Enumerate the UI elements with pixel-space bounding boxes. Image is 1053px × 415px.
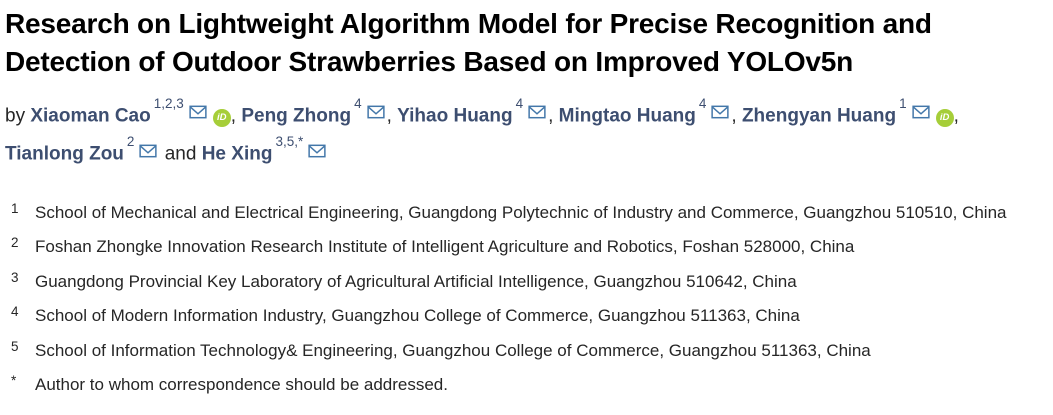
- orcid-icon[interactable]: iD: [212, 109, 231, 128]
- author-name[interactable]: Zhengyan Huang: [741, 105, 897, 127]
- author-affiliation-superscript: 3,5,*: [275, 134, 304, 150]
- email-envelope-icon[interactable]: [366, 105, 385, 119]
- email-envelope-icon[interactable]: [911, 105, 930, 119]
- affiliation-row: 5 School of Information Technology& Engin…: [5, 334, 1045, 369]
- author-name[interactable]: Tianlong Zou: [5, 143, 124, 165]
- author-name[interactable]: Peng Zhong: [241, 105, 352, 127]
- author-affiliation-superscript: 4: [354, 96, 362, 111]
- affiliation-row: 3 Guangdong Provincial Key Laboratory of …: [5, 265, 1045, 300]
- affiliation-list: 1 School of Mechanical and Electrical Eng…: [5, 196, 1045, 403]
- affiliation-row: * Author to whom correspondence should be…: [5, 368, 1045, 403]
- author-separator: ,: [953, 105, 959, 127]
- email-envelope-icon[interactable]: [711, 105, 730, 119]
- affiliation-row: 2 Foshan Zhongke Innovation Research Inst…: [5, 230, 1045, 265]
- affiliation-marker: 2: [11, 235, 19, 251]
- affiliation-text: Author to whom correspondence should be …: [35, 375, 448, 395]
- affiliation-text: School of Modern Information Industry, G…: [35, 306, 800, 326]
- affiliation-marker: 4: [11, 304, 19, 320]
- author-name[interactable]: He Xing: [201, 143, 273, 165]
- affiliation-marker: 5: [11, 338, 19, 354]
- email-envelope-icon[interactable]: [139, 144, 158, 158]
- by-label: by: [5, 105, 26, 127]
- author-name[interactable]: Yihao Huang: [397, 105, 513, 127]
- author-separator: ,: [731, 105, 742, 127]
- affiliation-text: School of Mechanical and Electrical Engi…: [35, 202, 1007, 222]
- author-affiliation-superscript: 4: [515, 96, 524, 111]
- affiliation-marker: 3: [11, 269, 19, 285]
- affiliation-row: 1 School of Mechanical and Electrical Eng…: [5, 196, 1045, 231]
- article-title: Research on Lightweight Algorithm Model …: [5, 8, 932, 77]
- email-envelope-icon[interactable]: [528, 105, 546, 119]
- and-label: and: [164, 143, 197, 165]
- author-affiliation-superscript: 1,2,3: [153, 96, 184, 111]
- orcid-icon[interactable]: iD: [935, 109, 954, 128]
- author-list: by Xiaoman Cao1,2,3iD, Peng Zhong4, Yiha…: [5, 94, 1045, 171]
- author-separator: ,: [230, 105, 242, 127]
- author-separator: ,: [386, 105, 398, 127]
- affiliation-row: 4 School of Modern Information Industry, …: [5, 299, 1045, 334]
- email-envelope-icon[interactable]: [308, 144, 326, 158]
- affiliation-text: Foshan Zhongke Innovation Research Insti…: [35, 237, 855, 257]
- affiliation-text: School of Information Technology& Engine…: [35, 340, 871, 360]
- author-affiliation-superscript: 1: [899, 96, 907, 111]
- author-separator: ,: [548, 105, 559, 127]
- author-affiliation-superscript: 4: [698, 96, 707, 111]
- author-affiliation-superscript: 2: [126, 134, 135, 150]
- email-envelope-icon[interactable]: [189, 105, 207, 119]
- affiliation-text: Guangdong Provincial Key Laboratory of A…: [35, 271, 797, 291]
- author-name[interactable]: Xiaoman Cao: [30, 105, 151, 127]
- affiliation-marker: *: [11, 373, 17, 389]
- paper-header: Research on Lightweight Algorithm Model …: [5, 5, 1045, 403]
- author-name[interactable]: Mingtao Huang: [558, 105, 696, 127]
- affiliation-marker: 1: [11, 200, 19, 216]
